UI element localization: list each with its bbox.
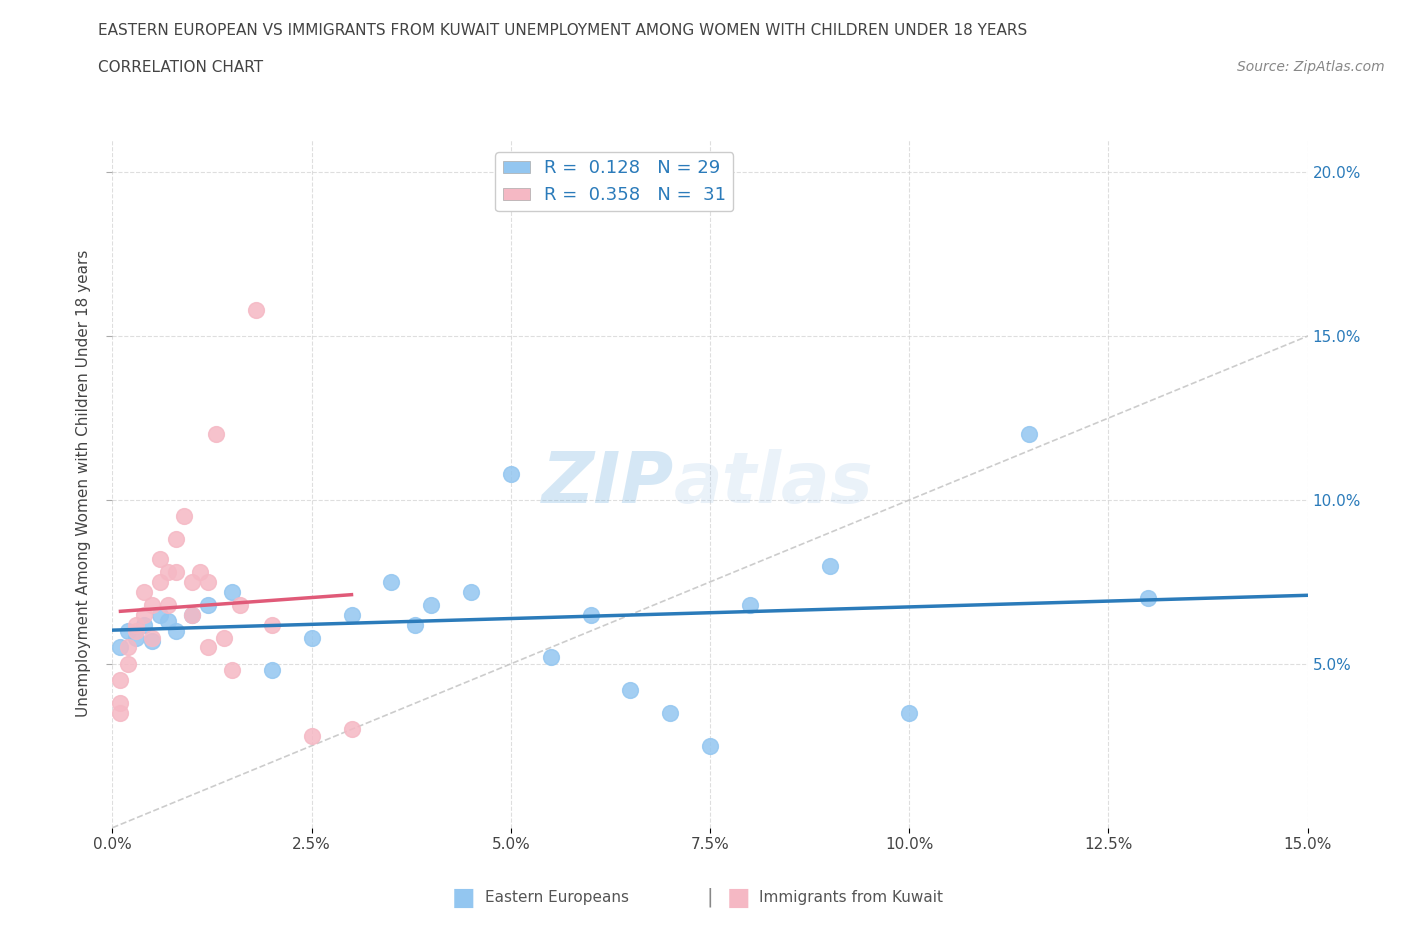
Point (141, 597, 163, 612)
Point (301, 631, 323, 645)
Point (340, 722, 363, 737)
Point (221, 663, 243, 678)
Point (818, 558, 841, 573)
Point (134, 618, 156, 632)
Point (117, 657, 139, 671)
Text: Eastern Europeans: Eastern Europeans (485, 890, 628, 905)
Point (134, 607, 156, 622)
Point (117, 640, 139, 655)
Point (110, 672, 132, 687)
Point (579, 607, 602, 622)
Point (110, 706, 132, 721)
Point (149, 551, 172, 566)
Point (540, 650, 562, 665)
Point (125, 631, 148, 645)
Point (619, 683, 641, 698)
Legend: R =  0.128   N = 29, R =  0.358   N =  31: R = 0.128 N = 29, R = 0.358 N = 31 (495, 152, 734, 211)
Point (738, 597, 761, 612)
Point (173, 509, 195, 524)
Point (110, 640, 132, 655)
Point (212, 631, 235, 645)
Point (110, 696, 132, 711)
Point (125, 618, 148, 632)
Point (460, 584, 482, 599)
Point (659, 706, 682, 721)
Y-axis label: Unemployment Among Women with Children Under 18 years: Unemployment Among Women with Children U… (76, 250, 91, 717)
Point (699, 738, 721, 753)
Point (181, 575, 204, 590)
Point (197, 575, 219, 590)
Point (181, 607, 204, 622)
Text: ■: ■ (727, 885, 749, 910)
Text: CORRELATION CHART: CORRELATION CHART (98, 60, 263, 75)
Text: Immigrants from Kuwait: Immigrants from Kuwait (759, 890, 943, 905)
Text: EASTERN EUROPEAN VS IMMIGRANTS FROM KUWAIT UNEMPLOYMENT AMONG WOMEN WITH CHILDRE: EASTERN EUROPEAN VS IMMIGRANTS FROM KUWA… (98, 23, 1028, 38)
Point (197, 597, 219, 612)
Point (420, 597, 443, 612)
Point (188, 565, 211, 579)
Point (205, 427, 228, 442)
Point (898, 706, 921, 721)
Point (141, 631, 163, 645)
Point (340, 607, 363, 622)
Text: atlas: atlas (675, 449, 875, 518)
Point (229, 597, 252, 612)
Point (404, 618, 426, 632)
Point (1018, 427, 1040, 442)
Point (499, 466, 522, 481)
Point (197, 640, 219, 655)
Point (165, 532, 187, 547)
Point (301, 728, 323, 743)
Point (260, 618, 283, 632)
Text: Source: ZipAtlas.com: Source: ZipAtlas.com (1237, 60, 1385, 74)
Text: ■: ■ (453, 885, 475, 910)
Point (134, 584, 156, 599)
Point (125, 624, 148, 639)
Point (260, 663, 283, 678)
Point (149, 607, 172, 622)
Point (165, 565, 187, 579)
Point (380, 575, 402, 590)
Point (165, 624, 187, 639)
Point (157, 565, 180, 579)
Point (157, 614, 180, 629)
Point (157, 597, 180, 612)
Point (181, 607, 204, 622)
Point (149, 575, 172, 590)
Text: ZIP: ZIP (541, 449, 675, 518)
Text: |: | (707, 888, 713, 907)
Point (1137, 591, 1160, 605)
Point (117, 624, 139, 639)
Point (221, 584, 243, 599)
Point (141, 633, 163, 648)
Point (245, 302, 267, 317)
